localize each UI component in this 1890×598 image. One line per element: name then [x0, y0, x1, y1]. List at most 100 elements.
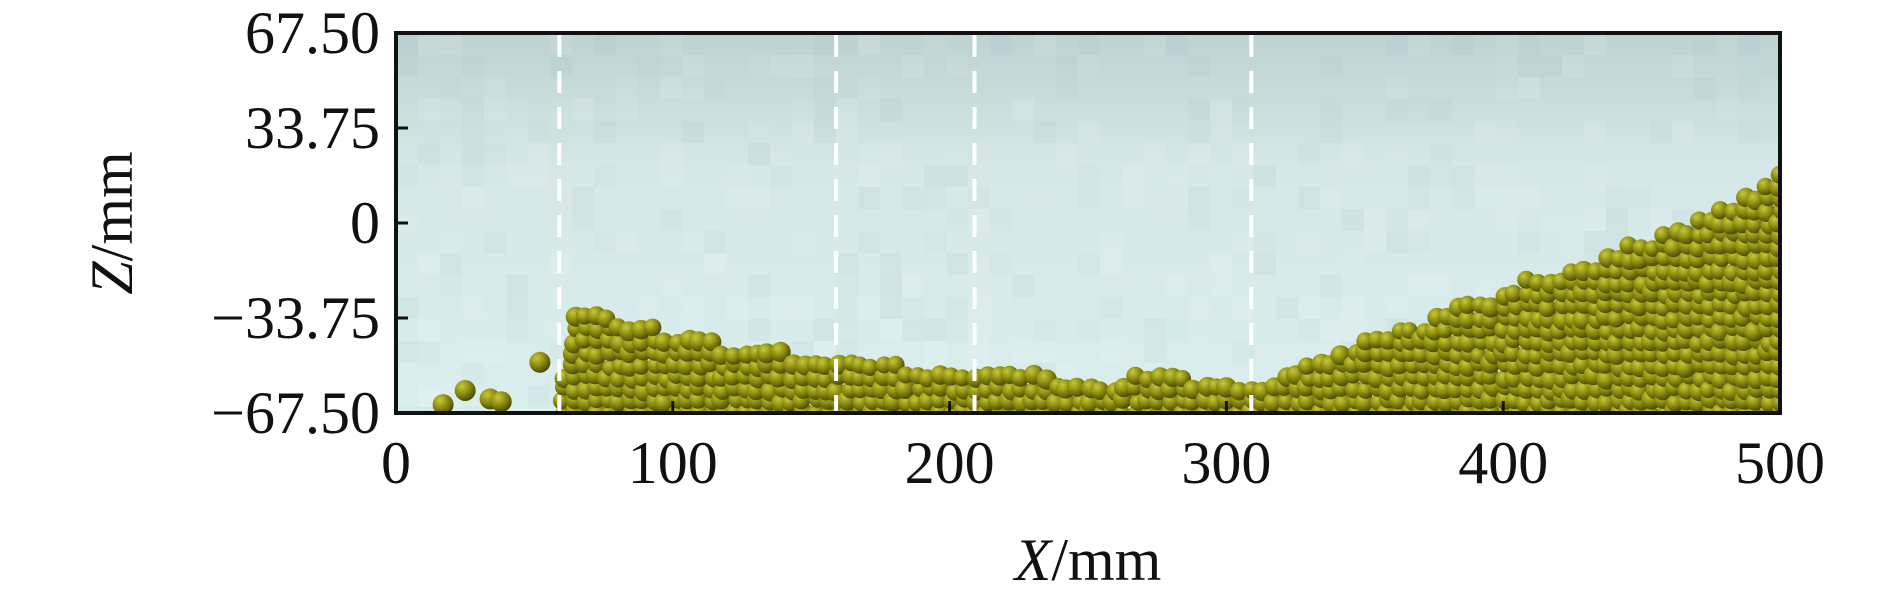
bg-cell — [792, 297, 814, 319]
bg-cell — [792, 231, 814, 253]
bg-cell — [1298, 187, 1320, 209]
bg-cell — [1408, 99, 1430, 121]
bg-cell — [594, 165, 616, 187]
bg-cell — [858, 77, 880, 99]
bg-cell — [528, 143, 550, 165]
bg-cell — [682, 121, 704, 143]
bg-cell — [1078, 165, 1100, 187]
bg-cell — [1496, 33, 1518, 55]
bg-cell — [462, 99, 484, 121]
bg-cell — [572, 187, 594, 209]
x-tick-label: 400 — [1458, 430, 1548, 496]
particle — [1768, 213, 1780, 233]
bg-cell — [1518, 77, 1540, 99]
particle — [1538, 299, 1557, 318]
particle — [702, 332, 722, 352]
bg-cell — [396, 407, 418, 413]
bg-cell — [528, 165, 550, 187]
bg-cell — [616, 99, 638, 121]
bg-cell — [1034, 319, 1056, 341]
particle — [770, 341, 791, 363]
x-tick-label: 500 — [1735, 430, 1825, 496]
bg-cell — [1716, 33, 1738, 55]
bg-cell — [1100, 231, 1122, 253]
bg-cell — [594, 33, 616, 55]
bg-cell — [682, 77, 704, 99]
bg-cell — [1100, 253, 1122, 275]
bg-cell — [990, 297, 1012, 319]
bg-cell — [1518, 55, 1540, 77]
bg-cell — [704, 231, 726, 253]
bg-cell — [1320, 187, 1342, 209]
bg-cell — [682, 231, 704, 253]
bg-cell — [968, 209, 990, 231]
y-axis-ticks: −67.50 −33.75 0 33.75 67.50 — [211, 0, 408, 446]
bg-cell — [836, 99, 858, 121]
bg-cell — [484, 143, 506, 165]
bg-cell — [440, 275, 462, 297]
bg-cell — [946, 253, 968, 275]
bg-cell — [1320, 319, 1342, 341]
bg-cell — [660, 33, 682, 55]
bg-cell — [462, 187, 484, 209]
y-axis-title: Z/mm — [79, 151, 145, 294]
bg-cell — [946, 209, 968, 231]
bg-cell — [616, 77, 638, 99]
bg-cell — [1144, 165, 1166, 187]
particle — [1067, 377, 1087, 397]
bg-cell — [1474, 165, 1496, 187]
particle — [1412, 382, 1431, 400]
bg-cell — [1166, 187, 1188, 209]
bg-cell — [1210, 99, 1232, 121]
particle — [1654, 226, 1673, 245]
bg-cell — [748, 55, 770, 77]
bg-cell — [1034, 33, 1056, 55]
bg-cell — [418, 319, 440, 341]
bg-cell — [946, 143, 968, 165]
particle — [1710, 322, 1729, 342]
bg-cell — [682, 55, 704, 77]
bg-cell — [1078, 33, 1100, 55]
bg-cell — [1562, 209, 1584, 231]
loose-particle — [529, 351, 551, 373]
bg-cell — [836, 253, 858, 275]
bg-cell — [902, 187, 924, 209]
bg-cell — [924, 187, 946, 209]
bg-cell — [1232, 143, 1254, 165]
bg-cell — [1100, 297, 1122, 319]
bg-cell — [748, 275, 770, 297]
particle — [654, 332, 674, 352]
particle — [1458, 295, 1477, 314]
divider-lines — [557, 35, 1254, 411]
bg-cell — [924, 33, 946, 55]
particle — [1607, 309, 1625, 328]
bg-cell — [792, 55, 814, 77]
bg-cell — [946, 319, 968, 341]
bg-cell — [1408, 231, 1430, 253]
particle — [1436, 321, 1454, 339]
particle — [1458, 332, 1479, 353]
bg-cell — [484, 341, 506, 363]
bg-cell — [836, 77, 858, 99]
bg-cell — [1452, 33, 1474, 55]
bg-cell — [704, 77, 726, 99]
bg-cell — [506, 319, 528, 341]
particle — [653, 392, 675, 413]
bg-cell — [1188, 121, 1210, 143]
bg-cell — [1672, 55, 1694, 77]
bg-cell — [1342, 253, 1364, 275]
bg-cell — [968, 187, 990, 209]
particle — [711, 345, 731, 365]
bg-cell — [1386, 209, 1408, 231]
bg-cell — [506, 99, 528, 121]
bg-cell — [1650, 209, 1672, 231]
particle — [643, 318, 662, 337]
particle — [953, 369, 971, 387]
loose-particle — [432, 394, 454, 413]
bg-cell — [550, 55, 572, 77]
bg-cell — [814, 33, 836, 55]
loose-particles — [432, 351, 551, 413]
bg-cell — [1496, 187, 1518, 209]
bg-cell — [1738, 33, 1760, 55]
